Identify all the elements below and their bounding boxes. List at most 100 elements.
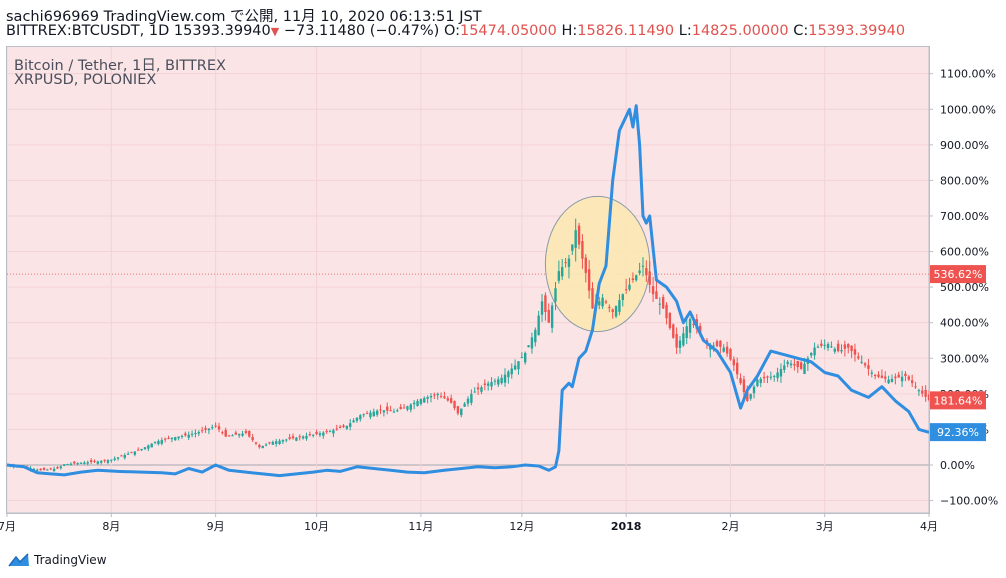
candle-body [335, 428, 338, 430]
candle-body [386, 406, 389, 411]
candle-body [382, 410, 386, 413]
low-value: 14825.00000 [691, 23, 789, 39]
candle-body [628, 284, 631, 290]
candle-body [584, 257, 587, 273]
btc-candle [126, 451, 130, 455]
btc-candle [352, 418, 355, 423]
btc-candle [379, 404, 382, 415]
btc-candle [449, 394, 453, 404]
btc-candle [106, 459, 110, 465]
tradingview-brand[interactable]: TradingView [8, 551, 107, 569]
btc-candle [187, 431, 190, 441]
btc-candle [217, 422, 221, 433]
btc-candle [456, 405, 460, 416]
btc-candle [42, 467, 46, 471]
candle-body [725, 346, 729, 354]
candle-body [803, 363, 806, 374]
candle-body [446, 398, 450, 401]
candle-body [742, 379, 746, 393]
btc-candle [342, 424, 345, 428]
candle-body [352, 420, 355, 423]
candle-body [520, 357, 524, 359]
candle-body [93, 460, 96, 462]
btc-candle [910, 374, 914, 387]
btc-candle [473, 387, 476, 393]
open-label: O: [443, 23, 460, 39]
candle-body [281, 440, 285, 442]
btc-candle [49, 467, 52, 471]
candle-body [914, 386, 917, 388]
candle-body [661, 297, 665, 309]
candle-body [264, 444, 268, 446]
btc-candle [338, 424, 342, 429]
legend-main-series[interactable]: Bitcoin / Tether, 1日, BITTREX [14, 58, 226, 74]
candle-body [483, 383, 487, 385]
btc-candles [5, 218, 931, 473]
btc-candle [527, 345, 530, 348]
candle-body [773, 376, 776, 378]
plot-area[interactable] [7, 47, 929, 513]
btc-candle [184, 431, 187, 437]
candle-body [894, 376, 897, 379]
btc-candle [719, 340, 722, 354]
btc-candle [517, 361, 520, 375]
candle-body [833, 348, 836, 352]
legend-compare-series[interactable]: XRPUSD, POLONIEX [14, 72, 157, 88]
btc-candle [86, 460, 89, 466]
btc-candle [116, 457, 120, 461]
candle-body [614, 306, 618, 317]
candle-body [638, 270, 641, 274]
btc-candle [668, 312, 672, 330]
btc-candle [79, 461, 83, 465]
btc-candle [322, 431, 325, 439]
candle-body [174, 437, 177, 441]
candle-body [577, 225, 581, 245]
btc-candle [739, 373, 742, 385]
btc-candle [69, 462, 73, 466]
btc-candle [96, 460, 100, 465]
candle-body [783, 365, 786, 370]
btc-candle [123, 453, 126, 460]
candle-body [204, 428, 207, 430]
candle-body [749, 393, 752, 399]
candle-body [150, 443, 153, 448]
candle-body [460, 408, 463, 416]
btc-candle [641, 257, 645, 277]
candle-body [217, 426, 221, 430]
candle-body [796, 360, 799, 368]
btc-candle [244, 428, 248, 435]
candle-body [392, 411, 396, 413]
candle-body [853, 349, 857, 355]
btc-candle [399, 403, 402, 410]
candle-body [308, 434, 312, 436]
xrp-line [6, 104, 930, 478]
y-tick-label: −100.00% [940, 495, 998, 508]
btc-candle [742, 375, 746, 398]
btc-candle [725, 341, 729, 357]
btc-candle [194, 429, 197, 438]
candle-body [49, 468, 52, 470]
btc-candle [89, 458, 93, 464]
candle-body [83, 462, 86, 465]
candle-body [355, 417, 359, 421]
btc-candle [860, 355, 863, 365]
candle-body [79, 462, 83, 464]
candle-body [598, 301, 601, 306]
candle-body [197, 432, 201, 434]
candle-body [739, 377, 742, 384]
btc-candle [877, 371, 880, 379]
candle-body [517, 361, 520, 370]
candle-body [163, 438, 167, 440]
candle-body [456, 406, 460, 414]
btc-candle [651, 276, 655, 302]
candle-body [810, 352, 813, 356]
y-tick-label: 800.00% [940, 174, 989, 187]
candle-body [890, 378, 894, 382]
candle-body [561, 266, 564, 277]
candle-body [342, 425, 345, 427]
candle-body [682, 333, 685, 346]
candle-body [463, 403, 466, 407]
candle-body [315, 431, 318, 435]
xrp-last-badge-label: 92.36% [937, 426, 979, 439]
